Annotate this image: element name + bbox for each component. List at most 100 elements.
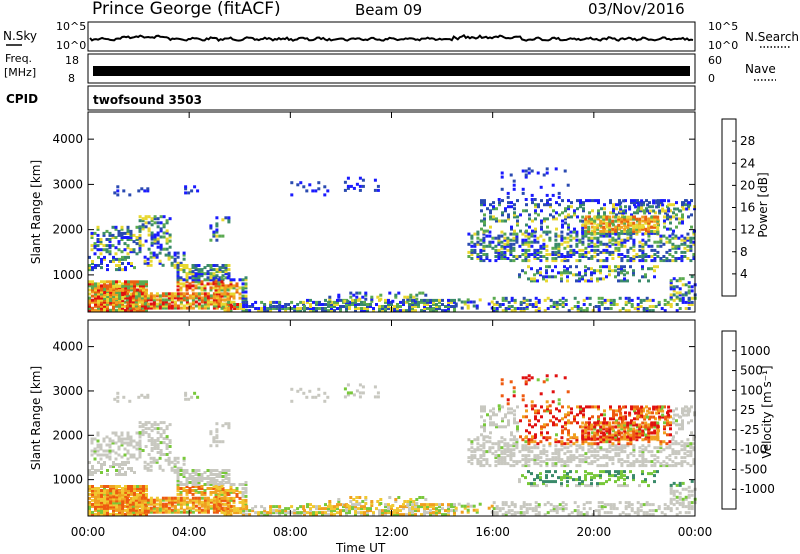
velocity-cell [197, 469, 201, 472]
power-cell [470, 253, 474, 256]
power-cell [557, 191, 561, 195]
power-cell [91, 282, 94, 286]
velocity-cell [90, 441, 94, 445]
velocity-cell [142, 485, 145, 488]
velocity-cell [597, 511, 601, 515]
power-cell [161, 306, 165, 310]
power-cell [156, 221, 160, 225]
velocity-cell [209, 479, 213, 482]
velocity-cell [515, 440, 519, 444]
velocity-cell [109, 465, 112, 468]
velocity-cell [155, 460, 159, 464]
power-cell [651, 309, 655, 313]
power-cell [100, 294, 103, 298]
power-cell [173, 263, 177, 267]
power-cell [608, 217, 612, 221]
power-cell [579, 199, 582, 203]
velocity-cell [164, 510, 168, 514]
power-cell [500, 187, 504, 191]
power-cell [103, 297, 107, 301]
power-cell [182, 294, 186, 298]
velocity-cell [554, 450, 558, 454]
power-cell [641, 238, 645, 242]
velocity-cell [485, 460, 489, 464]
power-cell [605, 234, 609, 238]
velocity-cell [509, 444, 513, 448]
velocity-cell [278, 509, 282, 513]
velocity-cell [150, 423, 154, 427]
power-cell [99, 240, 103, 244]
power-cell [140, 306, 144, 310]
velocity-cell [91, 504, 94, 508]
power-cell [680, 238, 684, 242]
velocity-cell [411, 503, 414, 507]
power-cell [206, 272, 210, 276]
velocity-cell [269, 511, 273, 515]
velocity-cell [470, 462, 474, 466]
power-cell [675, 303, 679, 306]
power-cell [585, 199, 588, 203]
velocity-cell [384, 503, 387, 507]
power-cell [145, 290, 148, 294]
power-cell [224, 276, 228, 280]
power-cell [97, 294, 100, 298]
velocity-cell [227, 477, 231, 480]
velocity-cell [408, 511, 411, 515]
power-cell [638, 244, 642, 248]
velocity-cell [527, 446, 531, 450]
power-cell [88, 308, 91, 312]
velocity-cell [473, 450, 477, 454]
power-cell [109, 291, 113, 294]
velocity-cell [131, 498, 135, 502]
power-cell [549, 213, 552, 217]
velocity-cell [185, 502, 189, 506]
velocity-cell [482, 446, 486, 450]
velocity-cell [460, 504, 464, 508]
power-cell [143, 304, 147, 308]
velocity-cell [687, 507, 691, 511]
power-cell [106, 301, 110, 305]
power-cell [227, 274, 231, 278]
power-cell [497, 238, 501, 242]
power-cell [161, 292, 165, 296]
power-cell [506, 240, 510, 244]
velocity-cell [106, 473, 109, 476]
power-cell [656, 217, 660, 221]
velocity-cell [143, 500, 147, 504]
velocity-cell [296, 507, 300, 511]
power-cell [115, 298, 118, 302]
power-cell [590, 221, 594, 225]
power-cell [366, 303, 369, 306]
power-cell [584, 269, 587, 273]
velocity-cell [504, 513, 508, 517]
power-cell [106, 264, 109, 267]
velocity-cell [563, 462, 567, 466]
velocity-cell [503, 442, 507, 446]
velocity-cell [515, 446, 519, 450]
velocity-cell [212, 487, 216, 490]
velocity-cell [159, 453, 163, 456]
power-cell [545, 232, 549, 236]
power-cell [112, 295, 116, 298]
velocity-cell [545, 454, 549, 458]
power-cell [364, 293, 368, 297]
power-cell [191, 288, 195, 292]
power-cell [650, 267, 653, 271]
power-cell [164, 292, 168, 296]
velocity-cell [143, 508, 147, 512]
velocity-cell [215, 502, 219, 506]
velocity-cell [248, 513, 252, 517]
velocity-cell [99, 445, 103, 449]
power-cell [152, 304, 156, 308]
velocity-cell [555, 505, 559, 509]
velocity-cell [408, 509, 411, 513]
velocity-cell [566, 456, 570, 460]
velocity-cell [387, 511, 390, 515]
power-cell [227, 304, 231, 308]
power-cell [578, 255, 582, 258]
velocity-cell [244, 483, 248, 486]
velocity-cell [109, 487, 112, 490]
velocity-cell [218, 473, 222, 476]
velocity-cell [512, 448, 516, 452]
power-cell [226, 302, 230, 306]
